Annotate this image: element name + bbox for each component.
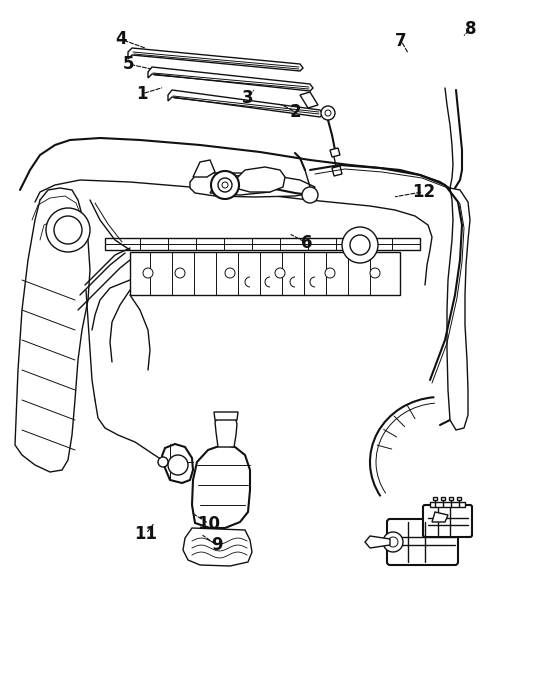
FancyBboxPatch shape	[423, 505, 472, 537]
Text: 1: 1	[136, 85, 148, 103]
Circle shape	[46, 208, 90, 252]
Text: 5: 5	[123, 55, 134, 73]
Polygon shape	[105, 238, 420, 250]
Polygon shape	[433, 497, 437, 500]
Text: 9: 9	[212, 537, 223, 554]
Circle shape	[342, 227, 378, 263]
Circle shape	[325, 268, 335, 278]
Circle shape	[158, 457, 168, 467]
Polygon shape	[441, 497, 445, 500]
Polygon shape	[449, 497, 453, 500]
Text: 12: 12	[412, 183, 435, 201]
Circle shape	[143, 268, 153, 278]
Polygon shape	[148, 67, 313, 91]
Polygon shape	[15, 188, 90, 472]
Polygon shape	[183, 528, 252, 566]
Text: 3: 3	[242, 89, 253, 107]
Text: 8: 8	[465, 20, 476, 37]
Polygon shape	[210, 175, 270, 195]
Text: 6: 6	[301, 234, 312, 252]
Polygon shape	[130, 252, 400, 295]
Circle shape	[218, 178, 232, 192]
Polygon shape	[430, 502, 465, 507]
Circle shape	[302, 187, 318, 203]
Polygon shape	[332, 166, 342, 176]
Text: 11: 11	[134, 525, 158, 543]
Circle shape	[211, 171, 239, 199]
Polygon shape	[457, 497, 461, 500]
Circle shape	[321, 106, 335, 120]
Circle shape	[225, 268, 235, 278]
Circle shape	[325, 110, 331, 116]
Circle shape	[388, 537, 398, 547]
Circle shape	[54, 216, 82, 244]
FancyBboxPatch shape	[387, 519, 458, 565]
Polygon shape	[162, 444, 193, 483]
Text: 4: 4	[116, 31, 127, 48]
Circle shape	[168, 455, 188, 475]
Circle shape	[275, 268, 285, 278]
Polygon shape	[214, 412, 238, 420]
Polygon shape	[192, 445, 250, 528]
Polygon shape	[193, 160, 215, 177]
Polygon shape	[300, 92, 318, 108]
Polygon shape	[190, 173, 315, 197]
Circle shape	[175, 268, 185, 278]
Circle shape	[370, 268, 380, 278]
Text: 2: 2	[290, 103, 301, 120]
Polygon shape	[168, 90, 323, 117]
Circle shape	[350, 235, 370, 255]
Text: 7: 7	[395, 32, 407, 50]
Polygon shape	[330, 148, 340, 157]
Polygon shape	[365, 536, 390, 548]
Polygon shape	[235, 167, 285, 192]
Polygon shape	[215, 415, 237, 447]
Polygon shape	[447, 188, 470, 430]
Polygon shape	[432, 512, 448, 522]
Polygon shape	[128, 48, 303, 71]
Circle shape	[222, 182, 228, 188]
Text: 10: 10	[197, 515, 221, 532]
Circle shape	[383, 532, 403, 552]
